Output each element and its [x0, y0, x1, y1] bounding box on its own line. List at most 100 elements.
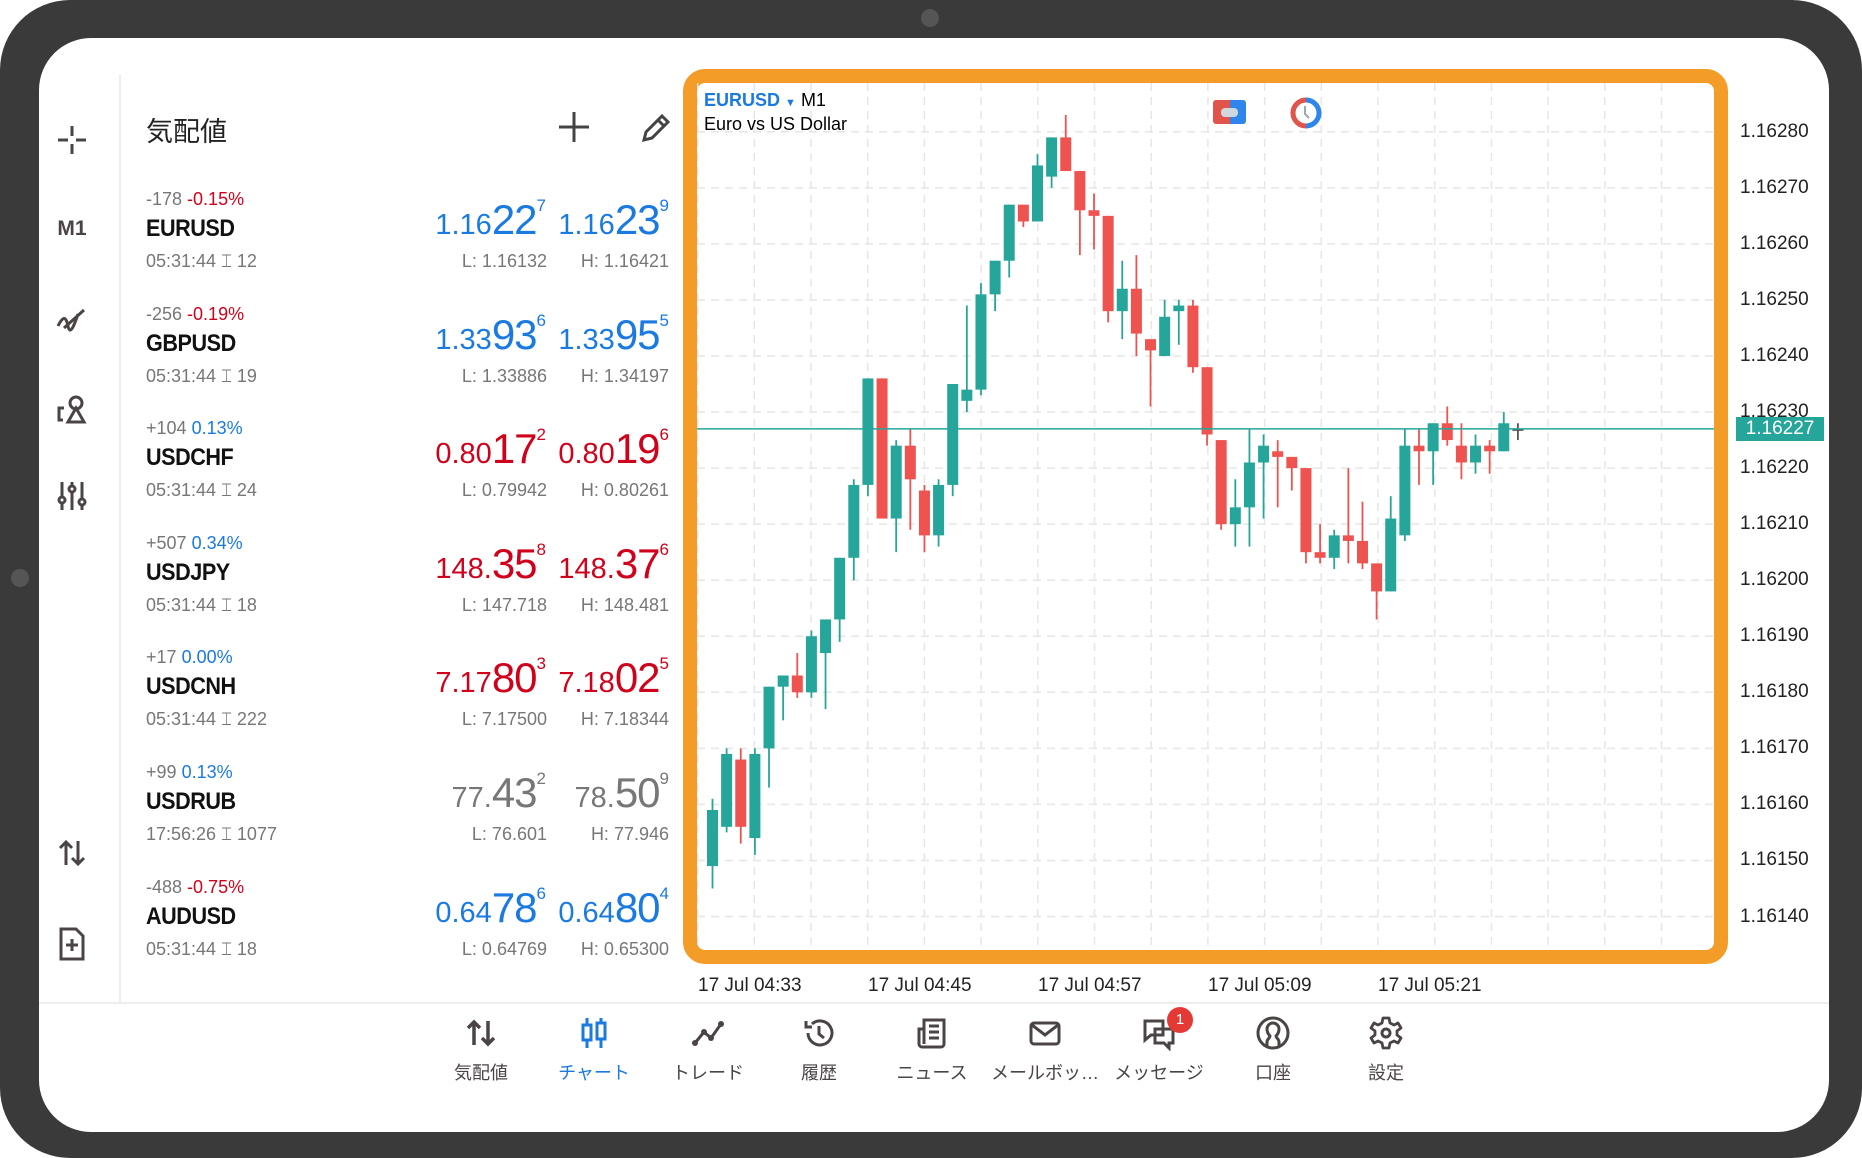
- nav-item-account[interactable]: 口座: [1213, 1015, 1333, 1085]
- candle-body: [1342, 535, 1354, 541]
- ask-prefix: 1.33: [558, 323, 615, 356]
- ask-price[interactable]: 1.33955: [558, 311, 669, 368]
- one-click-trading-icon[interactable]: [1213, 100, 1246, 124]
- change: -178 -0.15%: [146, 189, 244, 210]
- watchlist-row[interactable]: +507 0.34% USDJPY 05:31:44 ⌶ 18 148.358 …: [121, 529, 677, 643]
- candle-body: [918, 490, 930, 536]
- change-points: +104: [146, 418, 187, 439]
- price-axis-label: 1.16180: [1740, 681, 1809, 703]
- symbol-name: GBPUSD: [146, 329, 236, 357]
- symbol-name: USDCNH: [146, 673, 236, 701]
- trade-icon: [692, 1021, 724, 1046]
- candle-body: [947, 384, 959, 485]
- bid-price[interactable]: 148.358: [435, 540, 546, 597]
- watchlist-row[interactable]: -256 -0.19% GBPUSD 05:31:44 ⌶ 19 1.33936…: [121, 300, 677, 414]
- nav-label: チャート: [558, 1063, 630, 1083]
- low-price: L: 0.79942: [461, 480, 547, 501]
- nav-item-trade[interactable]: トレード: [648, 1015, 768, 1085]
- add-symbol-icon[interactable]: [555, 108, 593, 146]
- watchlist-title: 気配値: [146, 117, 227, 147]
- nav-label: メッセージ: [1114, 1063, 1204, 1083]
- ask-price[interactable]: 1.16239: [558, 196, 669, 253]
- crosshair-icon[interactable]: [52, 120, 92, 160]
- candle-body: [961, 389, 973, 401]
- ask-prefix: 148.: [558, 552, 615, 585]
- candle-body: [1328, 535, 1340, 558]
- ask-price[interactable]: 0.80196: [558, 425, 669, 482]
- chart-symbol[interactable]: EURUSD: [704, 90, 781, 110]
- watchlist-row[interactable]: +99 0.13% USDRUB 17:56:26 ⌶ 1077 77.432 …: [121, 758, 677, 872]
- symbol-dropdown-icon[interactable]: ▼: [785, 97, 796, 109]
- bid-fraction: 2: [536, 769, 546, 788]
- candle-body: [1074, 171, 1086, 211]
- change: +17 0.00%: [146, 647, 233, 668]
- price-axis-label: 1.16280: [1740, 120, 1809, 142]
- trade-arrows-icon[interactable]: [52, 833, 92, 873]
- ask-prefix: 0.64: [558, 896, 615, 929]
- ask-price[interactable]: 148.376: [558, 540, 669, 597]
- quote-time: 05:31:44 ⌶ 24: [146, 480, 257, 501]
- watchlist-row[interactable]: +17 0.00% USDCNH 05:31:44 ⌶ 222 7.17803 …: [121, 643, 677, 757]
- timeframe-button[interactable]: M1: [57, 217, 87, 240]
- ask-price[interactable]: 78.509: [574, 769, 669, 826]
- quote-time: 05:31:44 ⌶ 12: [146, 251, 257, 272]
- indicators-icon[interactable]: [52, 298, 92, 338]
- ask-pips: 80: [614, 883, 661, 931]
- nav-item-news[interactable]: ニュース: [872, 1015, 992, 1085]
- ask-fraction: 4: [659, 883, 669, 903]
- bid-price[interactable]: 7.17803: [435, 654, 546, 711]
- candle-body: [1229, 507, 1241, 525]
- watchlist-row[interactable]: -178 -0.15% EURUSD 05:31:44 ⌶ 12 1.16227…: [121, 185, 677, 299]
- change: -256 -0.19%: [146, 304, 244, 325]
- bid-prefix: 77.: [451, 782, 492, 814]
- candle-body: [1130, 288, 1142, 334]
- watchlist-row[interactable]: +104 0.13% USDCHF 05:31:44 ⌶ 24 0.80172 …: [121, 414, 677, 528]
- objects-icon[interactable]: [52, 390, 92, 430]
- watchlist-row[interactable]: -488 -0.75% AUDUSD 05:31:44 ⌶ 18 0.64786…: [121, 873, 677, 987]
- symbol-name: USDRUB: [146, 788, 236, 815]
- bid-fraction: 6: [536, 883, 546, 903]
- bid-price[interactable]: 0.64786: [435, 883, 546, 941]
- change-points: -178: [146, 189, 183, 209]
- change-percent: -0.75%: [187, 876, 245, 897]
- settings-sliders-icon[interactable]: [52, 476, 92, 516]
- candle-body: [1060, 137, 1072, 172]
- ask-price[interactable]: 7.18025: [558, 654, 669, 711]
- time: 05:31:44: [146, 365, 217, 386]
- ask-pips: 19: [614, 425, 661, 473]
- candle-body: [749, 753, 761, 839]
- chart-symbol-header[interactable]: EURUSD ▼ M1: [704, 90, 826, 111]
- bid-price[interactable]: 77.432: [451, 769, 546, 826]
- nav-item-messages[interactable]: メッセージ 1: [1099, 1007, 1219, 1085]
- nav-item-history[interactable]: 履歴: [759, 1015, 879, 1085]
- bid-fraction: 2: [536, 425, 546, 445]
- news-icon: [917, 1018, 946, 1049]
- edit-pencil-icon[interactable]: [636, 108, 674, 146]
- history-icon: [804, 1019, 834, 1047]
- nav-item-quotes[interactable]: 気配値: [421, 1015, 541, 1085]
- candle-body: [1145, 339, 1157, 351]
- bid-price[interactable]: 1.33936: [435, 311, 546, 368]
- ask-price[interactable]: 0.64804: [558, 883, 669, 941]
- ask-prefix: 0.80: [558, 438, 615, 471]
- nav-item-settings[interactable]: 設定: [1326, 1015, 1446, 1085]
- ask-fraction: 9: [659, 196, 669, 215]
- clock-timer-icon[interactable]: [1290, 97, 1322, 129]
- nav-label: 設定: [1368, 1063, 1404, 1083]
- low-price: L: 7.17500: [461, 709, 547, 730]
- change-percent: 0.00%: [181, 647, 233, 668]
- bid-price[interactable]: 0.80172: [435, 425, 546, 482]
- new-order-icon[interactable]: [52, 924, 92, 964]
- nav-item-mail[interactable]: メールボッ…: [985, 1015, 1105, 1085]
- bid-price[interactable]: 1.16227: [435, 196, 546, 253]
- candle-body: [805, 636, 817, 693]
- change-percent: 0.13%: [181, 762, 233, 782]
- change-percent: 0.13%: [191, 418, 243, 439]
- nav-item-chart[interactable]: チャート: [534, 1015, 654, 1085]
- candle-body: [707, 810, 718, 867]
- bid-fraction: 7: [536, 196, 546, 215]
- candle-body: [904, 445, 916, 480]
- chart-timeframe[interactable]: M1: [800, 90, 826, 110]
- candlestick-chart[interactable]: [697, 83, 1714, 950]
- change: -488 -0.75%: [146, 877, 244, 898]
